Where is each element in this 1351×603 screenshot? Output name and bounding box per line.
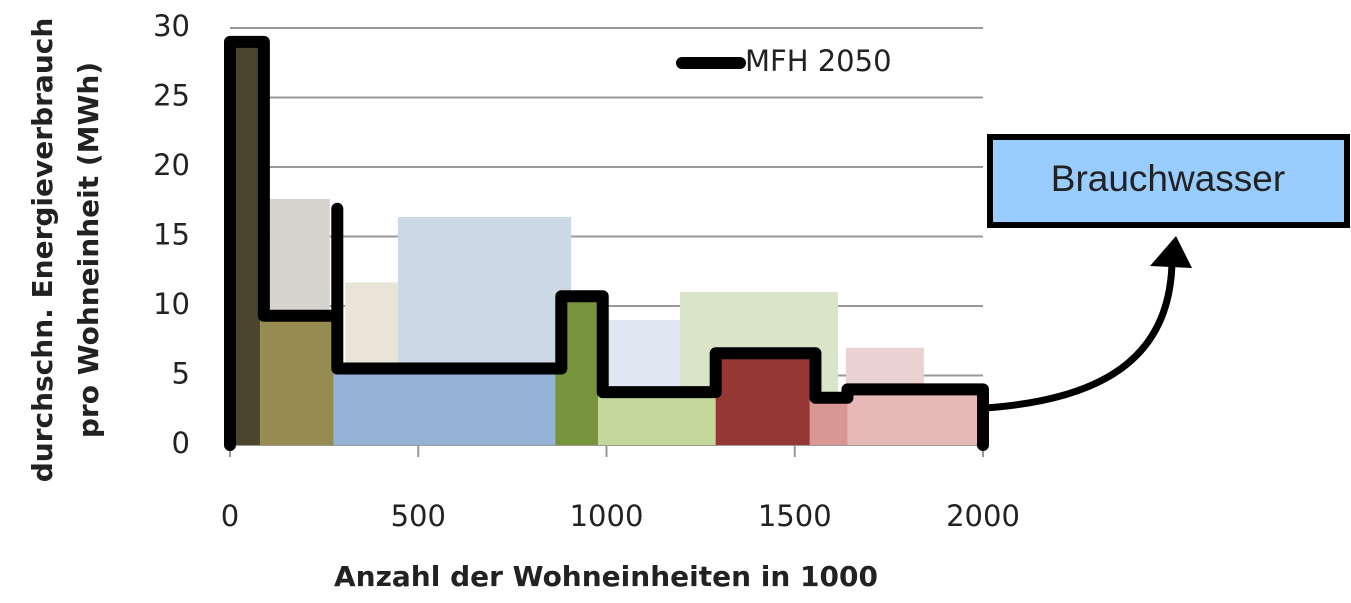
y-tick-label: 15 (153, 218, 190, 252)
y-tick-label: 25 (153, 79, 190, 113)
legend-label: MFH 2050 (745, 44, 892, 78)
arrow-head (1150, 236, 1192, 268)
bar (809, 396, 848, 445)
x-tick-label: 2000 (946, 499, 1020, 533)
bar (260, 319, 334, 445)
bar (847, 389, 983, 445)
x-tick-label: 500 (391, 499, 446, 533)
x-tick-label: 1500 (758, 499, 832, 533)
y-axis-title: durchschn. Energieverbrauch (26, 18, 59, 483)
x-axis-title: Anzahl der Wohneinheiten in 1000 (334, 560, 878, 593)
y-tick-label: 0 (172, 426, 190, 460)
y-tick-label: 20 (153, 148, 190, 182)
bar (333, 368, 556, 445)
bar (598, 389, 716, 445)
annotation-box (987, 134, 1350, 228)
y-tick-label: 10 (153, 287, 190, 321)
y-tick-label: 5 (172, 357, 190, 391)
annotation-text: Brauchwasser (1051, 158, 1285, 199)
step-line (224, 35, 989, 451)
x-tick-label: 0 (221, 499, 239, 533)
annotation-arrow (984, 261, 1176, 412)
bar (715, 354, 810, 445)
y-tick-label: 30 (153, 9, 190, 43)
y-axis-title: pro Wohneinheit (MWh) (72, 62, 105, 438)
x-tick-label: 1000 (570, 499, 644, 533)
